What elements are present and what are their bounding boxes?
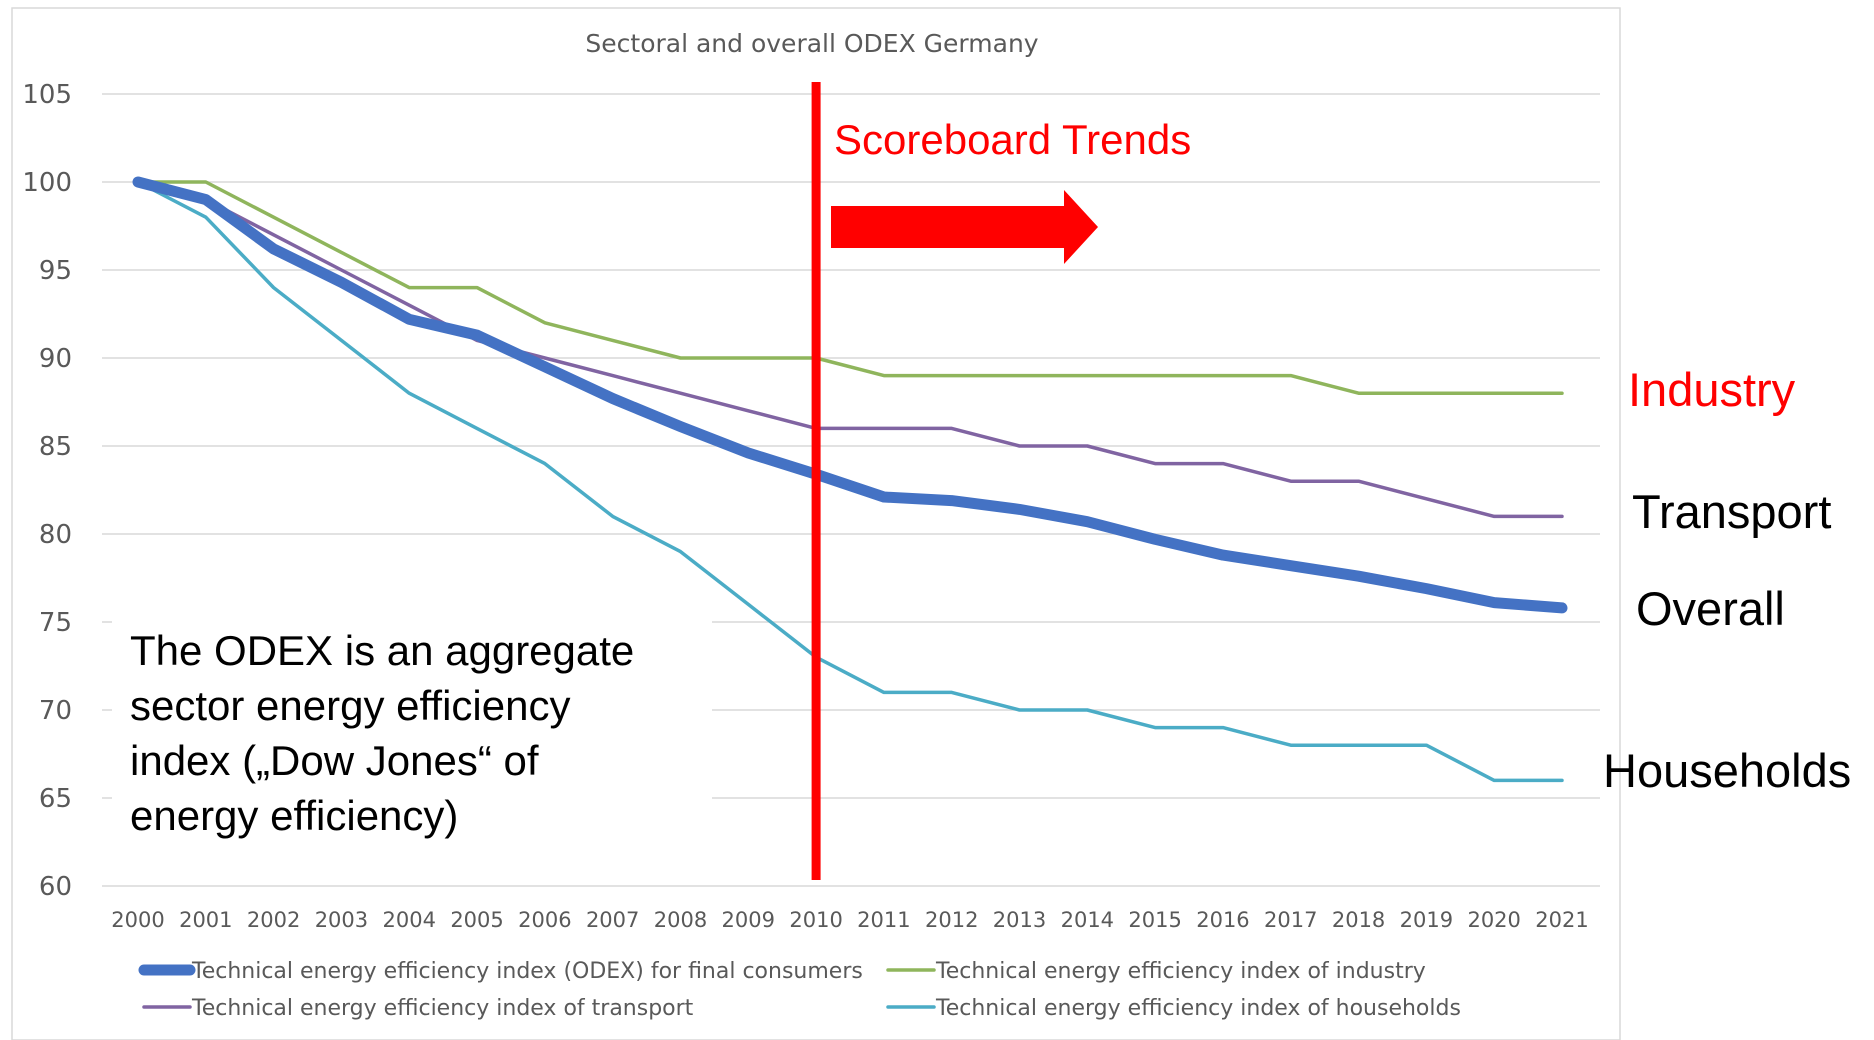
scoreboard-marker: Scoreboard Trends xyxy=(811,82,1191,880)
y-tick-label: 100 xyxy=(22,168,72,198)
note-background xyxy=(112,620,712,848)
chart-title: Sectoral and overall ODEX Germany xyxy=(585,29,1038,58)
note-line: sector energy efficiency xyxy=(130,682,570,729)
x-tick-label: 2021 xyxy=(1535,908,1588,932)
y-tick-label: 65 xyxy=(39,784,72,814)
legend-label-industry: Technical energy efficiency index of ind… xyxy=(935,959,1426,984)
x-tick-label: 2011 xyxy=(857,908,910,932)
side-label-transport: Transport xyxy=(1632,485,1831,538)
x-tick-label: 2010 xyxy=(789,908,842,932)
x-tick-label: 2012 xyxy=(925,908,978,932)
x-tick-label: 2015 xyxy=(1128,908,1181,932)
series-lines xyxy=(132,176,1568,783)
note-line: energy efficiency) xyxy=(130,792,458,839)
x-tick-label: 2008 xyxy=(654,908,707,932)
side-label-households: Households xyxy=(1603,744,1851,797)
x-tick-label: 2014 xyxy=(1061,908,1114,932)
x-axis-ticks: 2000 2001 2002 2003 2004 2005 2006 2007 2008 2009… xyxy=(111,908,1588,932)
note-line: index („Dow Jones“ of xyxy=(130,737,539,784)
legend: Technical energy efficiency index (ODEX)… xyxy=(138,959,1461,1021)
legend-label-overall: Technical energy efficiency index (ODEX)… xyxy=(191,959,863,984)
x-tick-label: 2016 xyxy=(1196,908,1249,932)
x-tick-label: 2003 xyxy=(315,908,368,932)
x-tick-label: 2017 xyxy=(1264,908,1317,932)
x-tick-label: 2005 xyxy=(450,908,503,932)
x-tick-label: 2002 xyxy=(247,908,300,932)
y-tick-label: 85 xyxy=(39,432,72,462)
y-tick-label: 75 xyxy=(39,608,72,638)
note-line: The ODEX is an aggregate xyxy=(130,627,634,674)
x-tick-label: 2007 xyxy=(586,908,639,932)
series-line-transport xyxy=(136,180,1564,519)
x-tick-label: 2004 xyxy=(383,908,436,932)
side-label-industry: Industry xyxy=(1628,363,1796,416)
y-tick-label: 60 xyxy=(39,872,72,902)
y-tick-label: 80 xyxy=(39,520,72,550)
x-tick-label: 2001 xyxy=(179,908,232,932)
legend-label-households: Technical energy efficiency index of hou… xyxy=(935,996,1461,1021)
y-tick-label: 105 xyxy=(22,80,72,110)
x-tick-label: 2018 xyxy=(1332,908,1385,932)
x-tick-label: 2019 xyxy=(1400,908,1453,932)
legend-label-transport: Technical energy efficiency index of tra… xyxy=(191,996,694,1021)
side-label-overall: Overall xyxy=(1636,582,1785,635)
sector-labels: Industry Transport Overall Households xyxy=(1603,363,1851,797)
arrow-right-icon xyxy=(831,190,1098,264)
y-tick-label: 95 xyxy=(39,256,72,286)
series-line-industry xyxy=(136,180,1564,395)
annotation-note: The ODEX is an aggregate sector energy ef… xyxy=(130,627,634,839)
y-tick-label: 70 xyxy=(39,696,72,726)
x-tick-label: 2013 xyxy=(993,908,1046,932)
x-tick-label: 2020 xyxy=(1467,908,1520,932)
y-axis-ticks: 60 65 70 75 80 85 90 95 100 105 xyxy=(22,80,72,902)
x-tick-label: 2009 xyxy=(722,908,775,932)
series-line-households xyxy=(136,180,1564,783)
y-tick-label: 90 xyxy=(39,344,72,374)
scoreboard-label: Scoreboard Trends xyxy=(834,116,1191,163)
x-tick-label: 2000 xyxy=(111,908,164,932)
series-line-overall xyxy=(132,176,1568,614)
x-tick-label: 2006 xyxy=(518,908,571,932)
